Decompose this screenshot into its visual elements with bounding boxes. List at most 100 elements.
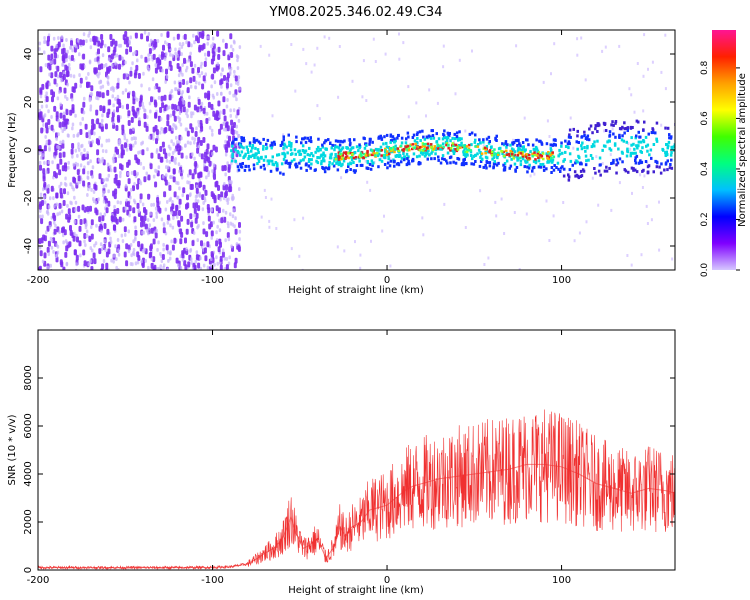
spectrogram-cell	[562, 159, 565, 163]
spectrogram-cell	[134, 50, 137, 55]
spectrogram-cell	[57, 132, 60, 137]
spectrogram-cell	[268, 53, 271, 57]
spectrogram-cell	[58, 230, 61, 235]
spectrogram-cell	[351, 146, 355, 150]
spectrogram-cell	[351, 79, 354, 83]
spectrogram-cell	[305, 168, 308, 172]
spectrogram-cell	[442, 132, 445, 136]
spectrogram-cell	[216, 261, 219, 266]
spectrogram-cell	[212, 51, 216, 58]
spectrogram-cell	[408, 144, 411, 148]
spectrogram-cell	[151, 47, 155, 51]
spectrogram-cell	[68, 55, 71, 60]
spectrogram-cell	[480, 157, 484, 161]
spectrogram-cell	[542, 157, 545, 161]
spectrogram-cell	[227, 197, 230, 202]
spectrogram-cell	[503, 154, 506, 158]
spectrogram-cell	[386, 150, 389, 153]
spectrogram-cell	[45, 140, 49, 144]
spectrogram-cell	[164, 207, 168, 212]
spectrogram-cell	[393, 164, 396, 168]
spectrogram-cell	[263, 167, 266, 171]
colorbar-gradient	[712, 30, 736, 270]
spectrogram-cell	[442, 65, 445, 69]
spectrogram-cell	[187, 261, 191, 268]
spectrogram-cell	[228, 135, 231, 142]
spectrogram-cell	[400, 160, 403, 164]
spectrogram-cell	[43, 40, 46, 45]
spectrogram-cell	[221, 67, 224, 72]
spectrogram-cell	[189, 249, 192, 254]
spectrogram-cell	[269, 169, 273, 173]
spectrogram-cell	[558, 148, 561, 152]
spectrogram-cell	[589, 124, 593, 128]
spectrogram-cell	[60, 209, 64, 214]
spectrogram-cell	[545, 142, 549, 146]
spectrogram-cell	[52, 249, 55, 254]
spectrogram-cell	[629, 151, 633, 155]
spectrogram-cell	[66, 97, 69, 101]
spectrogram-cell	[333, 148, 336, 152]
spectrogram-cell	[322, 153, 325, 157]
spectrogram-cell	[192, 75, 196, 82]
spectrogram-cell	[436, 143, 440, 147]
spectrogram-cell	[117, 180, 121, 186]
spectrogram-cell	[65, 38, 68, 42]
spectrogram-cell	[437, 158, 440, 162]
spectrogram-cell	[542, 152, 545, 155]
spectrogram-cell	[413, 139, 417, 143]
spectrogram-cell	[637, 144, 640, 148]
spectrogram-cell	[207, 50, 211, 57]
spectrogram-cell	[488, 164, 492, 168]
spectrogram-cell	[337, 154, 340, 158]
spectrogram-cell	[281, 152, 284, 156]
spectrogram-cell	[199, 140, 203, 146]
spectrogram-cell	[189, 61, 193, 68]
spectrogram-cell	[65, 58, 68, 63]
spectrogram-cell	[476, 143, 480, 146]
spectrogram-cell	[148, 135, 151, 140]
spectrogram-cell	[55, 111, 59, 118]
spectrogram-cell	[427, 134, 431, 138]
spectrogram-cell	[178, 111, 182, 116]
spectrogram-cell	[585, 136, 589, 140]
spectrogram-cell	[81, 116, 84, 121]
spectrogram-cell	[546, 154, 549, 158]
spectrogram-cell	[637, 140, 641, 144]
spectrogram-cell	[361, 95, 364, 99]
spectrogram-cell	[212, 144, 216, 151]
spectrogram-cell	[52, 91, 55, 98]
spectrogram-cell	[71, 126, 74, 131]
spectrogram-cell	[218, 128, 222, 135]
spectrogram-cell	[507, 152, 511, 156]
spectrogram-cell	[42, 123, 45, 127]
spectrogram-cell	[189, 84, 193, 89]
spectrogram-cell	[48, 82, 51, 87]
spectrogram-cell	[515, 44, 518, 48]
spectrogram-cell	[664, 126, 667, 130]
spectrogram-cell	[485, 160, 488, 164]
spectrogram-cell	[52, 36, 56, 41]
spectrogram-cell	[159, 252, 162, 256]
spectrogram-cell	[531, 169, 534, 173]
spectrogram-cell	[145, 228, 149, 233]
spectrogram-cell	[50, 53, 54, 60]
spectrogram-cell	[512, 157, 515, 160]
spectrogram-cell	[61, 142, 65, 149]
spectrogram-cell	[112, 259, 115, 264]
spectrogram-cell	[464, 150, 467, 153]
spectrogram-cell	[336, 245, 339, 249]
spectrogram-cell	[189, 141, 192, 146]
spectrogram-cell	[77, 142, 80, 147]
spectrogram-cell	[174, 125, 178, 130]
spectrogram-cell	[220, 191, 224, 198]
spectrogram-cell	[129, 128, 133, 135]
spectrogram-cell	[669, 153, 673, 157]
spectrogram-cell	[83, 96, 86, 101]
spectrogram-cell	[514, 168, 517, 172]
spectrogram-cell	[314, 150, 317, 154]
spectrogram-cell	[126, 41, 130, 48]
spectrogram-cell	[302, 216, 305, 220]
spectrogram-cell	[661, 147, 664, 151]
